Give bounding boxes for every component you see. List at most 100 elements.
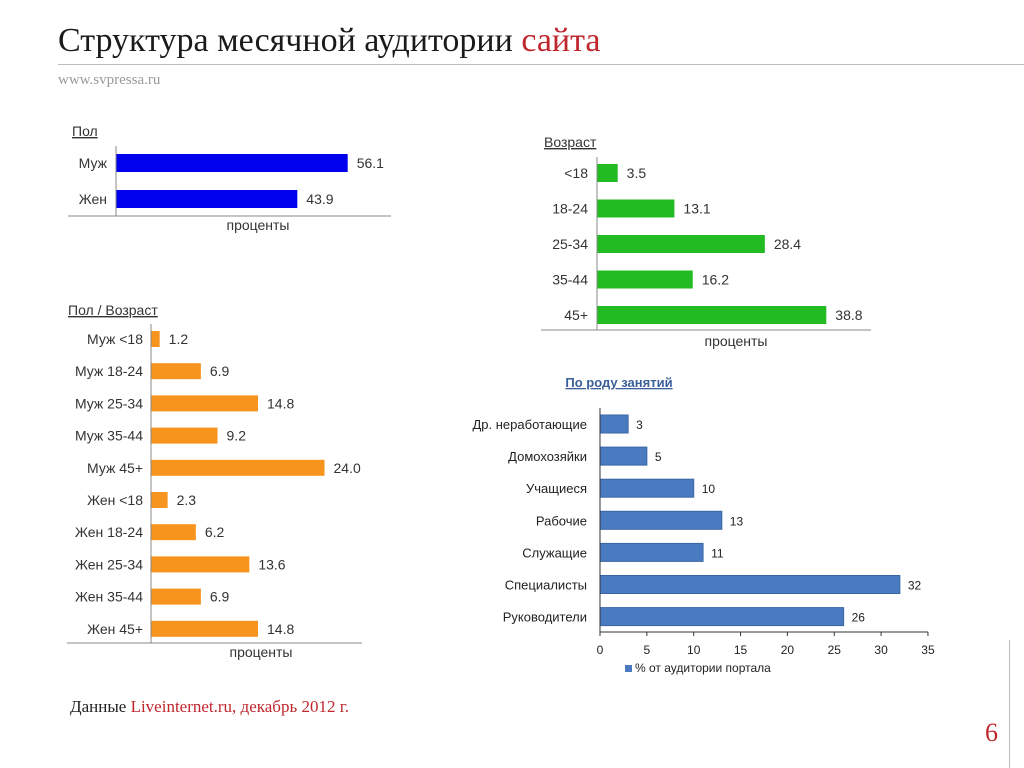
category-label: Руководители	[503, 610, 587, 625]
data-label: 38.8	[835, 307, 862, 323]
bar	[599, 607, 845, 627]
data-label: 13.1	[683, 201, 710, 217]
bar	[599, 542, 704, 562]
footer-divider	[1009, 640, 1010, 768]
category-label: Рабочие	[536, 513, 587, 528]
data-label: 13.6	[258, 556, 285, 572]
category-label: Др. неработающие	[473, 417, 588, 432]
bar	[116, 154, 348, 172]
bar	[599, 575, 901, 594]
x-tick-label: 15	[734, 643, 748, 657]
chart-title: Возраст	[544, 134, 597, 150]
data-label: 5	[655, 450, 662, 464]
data-label: 6.2	[205, 524, 225, 540]
x-tick-label: 10	[687, 643, 701, 657]
page-subtitle: www.svpressa.ru	[58, 72, 161, 88]
bar	[599, 446, 648, 466]
chart-title: Пол / Возраст	[68, 302, 158, 318]
x-axis-label: проценты	[229, 644, 292, 660]
category-label: Муж 18-24	[75, 363, 143, 379]
data-label: 56.1	[357, 155, 384, 171]
category-label: Жен 25-34	[75, 556, 143, 572]
category-label: Служащие	[522, 545, 587, 560]
data-label: 26	[852, 611, 866, 625]
bar	[116, 190, 298, 208]
x-tick-label: 5	[644, 643, 651, 657]
data-label: 43.9	[306, 191, 333, 207]
bar	[597, 164, 618, 182]
category-label: Жен 18-24	[75, 524, 143, 540]
data-label: 6.9	[210, 589, 230, 605]
chart-title: Пол	[72, 123, 98, 139]
x-tick-label: 25	[828, 643, 842, 657]
category-label: Муж <18	[87, 331, 143, 347]
category-label: Специалисты	[505, 578, 587, 593]
page-number: 6	[985, 718, 998, 747]
bar	[599, 478, 695, 498]
x-axis-label: проценты	[704, 333, 767, 349]
category-label: Муж	[79, 155, 108, 171]
bar	[597, 270, 693, 289]
x-tick-label: 20	[781, 643, 795, 657]
bar	[151, 620, 259, 637]
bar	[151, 459, 325, 476]
bar	[151, 331, 160, 347]
data-label: 1.2	[169, 331, 189, 347]
bar	[151, 395, 259, 412]
category-label: Муж 45+	[87, 460, 143, 476]
data-label: 11	[711, 546, 724, 560]
category-label: Жен	[79, 191, 107, 207]
category-label: Домохозяйки	[508, 449, 587, 464]
category-label: Жен 35-44	[75, 589, 143, 605]
category-label: <18	[564, 165, 588, 181]
category-label: Жен 45+	[87, 621, 143, 637]
category-label: 35-44	[552, 272, 588, 288]
x-tick-label: 0	[597, 643, 604, 657]
category-label: Муж 35-44	[75, 428, 143, 444]
data-label: 9.2	[227, 428, 247, 444]
data-label: 10	[702, 482, 716, 496]
data-label: 14.8	[267, 621, 294, 637]
data-label: 3	[636, 418, 643, 432]
x-tick-label: 30	[874, 643, 888, 657]
category-label: 45+	[564, 307, 588, 323]
category-label: Учащиеся	[526, 481, 587, 496]
legend-swatch	[625, 665, 632, 672]
bar	[599, 510, 723, 530]
bar	[151, 556, 250, 573]
category-label: Жен <18	[87, 492, 143, 508]
data-label: 24.0	[334, 460, 361, 476]
data-label: 28.4	[774, 236, 801, 252]
bar	[151, 427, 218, 444]
title-divider	[58, 64, 1024, 65]
data-label: 16.2	[702, 272, 729, 288]
title-main: Структура месячной аудитории	[58, 22, 513, 59]
legend-label: % от аудитории портала	[635, 661, 771, 675]
source-link[interactable]: Liveinternet.ru, декабрь 2012 г.	[130, 697, 349, 716]
title-accent: сайта	[521, 22, 601, 59]
bar	[151, 588, 201, 605]
data-label: 2.3	[177, 492, 197, 508]
x-tick-label: 35	[921, 643, 935, 657]
x-axis-label: проценты	[226, 217, 289, 233]
bar	[597, 235, 765, 253]
data-label: 13	[730, 514, 744, 528]
bar	[151, 524, 196, 541]
bar	[599, 414, 629, 434]
bar	[151, 363, 201, 380]
page-title: Структура месячной аудитории сайта	[58, 22, 600, 60]
category-label: 18-24	[552, 201, 588, 217]
data-label: 6.9	[210, 363, 230, 379]
source-prefix: Данные	[70, 697, 127, 716]
data-label: 3.5	[627, 165, 647, 181]
bar	[597, 306, 827, 324]
category-label: 25-34	[552, 236, 588, 252]
data-label: 14.8	[267, 395, 294, 411]
data-label: 32	[908, 579, 922, 593]
chart-title: По роду занятий	[565, 375, 672, 390]
category-label: Муж 25-34	[75, 395, 143, 411]
